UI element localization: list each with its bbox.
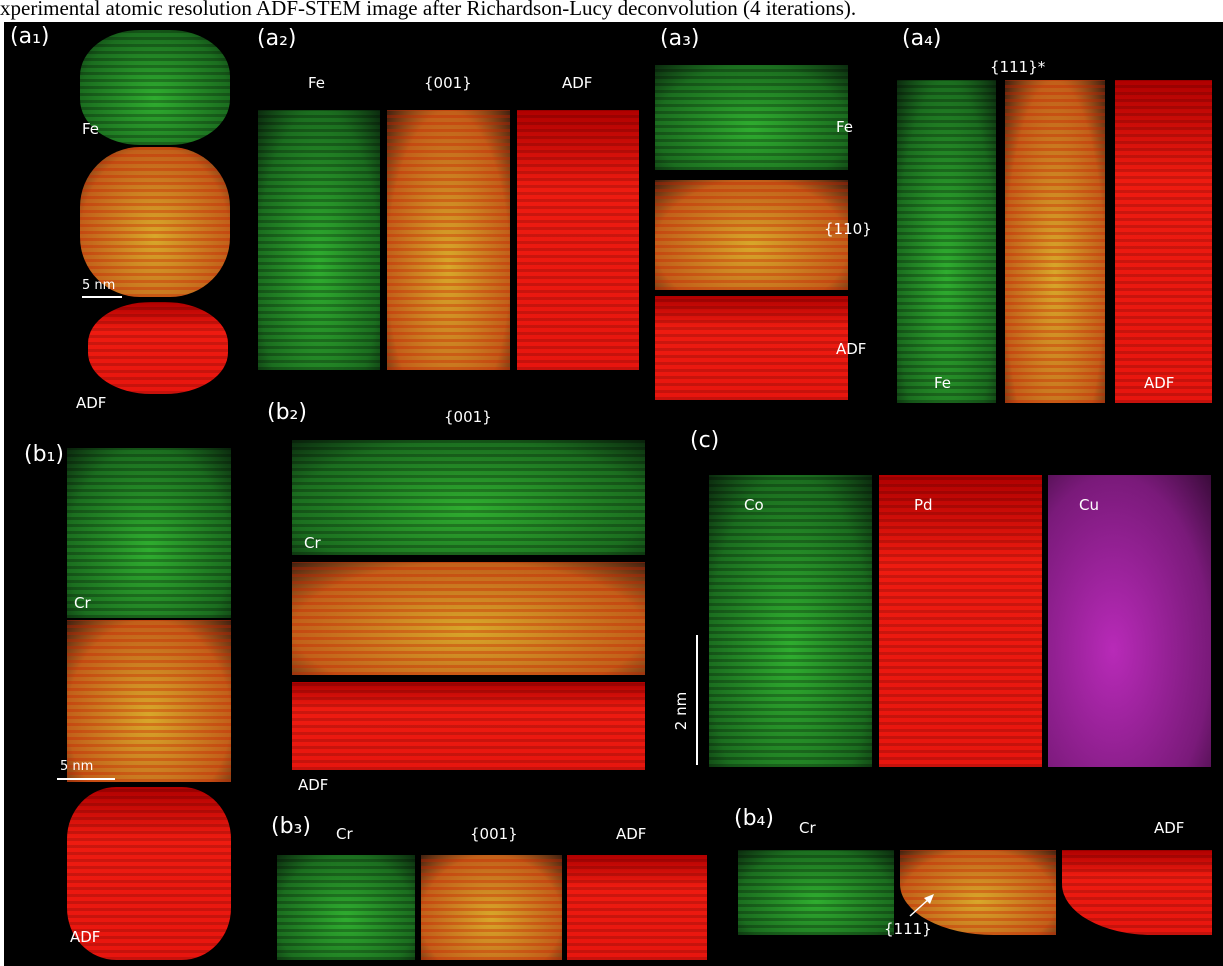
element-label: Co	[744, 496, 764, 514]
element-label: Fe	[82, 120, 99, 138]
scale-bar	[696, 635, 698, 765]
panel-label: (b₄)	[734, 806, 774, 831]
scale-label: 5 nm	[82, 278, 115, 293]
fe-map	[80, 30, 230, 145]
panel-label: (a₁)	[10, 24, 49, 49]
overlay-map	[292, 562, 645, 675]
pd-map	[879, 475, 1042, 767]
caption: xperimental atomic resolution ADF-STEM i…	[0, 0, 856, 21]
element-label: Fe	[836, 118, 853, 136]
panel-label: (a₂)	[257, 26, 296, 51]
page-body: xperimental atomic resolution ADF-STEM i…	[0, 0, 1223, 966]
overlay-map	[67, 620, 231, 782]
scale-bar	[57, 778, 115, 780]
adf-label: ADF	[298, 776, 328, 794]
cr-map	[67, 448, 231, 618]
cr-map	[277, 855, 415, 960]
scale-label: 5 nm	[60, 759, 93, 774]
scale-bar	[82, 296, 122, 298]
adf-label: ADF	[1144, 374, 1174, 392]
co-map	[709, 475, 872, 767]
element-label: Cr	[304, 534, 321, 552]
adf-label: ADF	[836, 340, 866, 358]
element-label: Cu	[1079, 496, 1099, 514]
element-label: Pd	[914, 496, 933, 514]
fe-map	[655, 65, 848, 170]
scale-label: 2 nm	[672, 692, 690, 730]
adf-label: ADF	[70, 928, 100, 946]
overlay-map	[80, 147, 230, 297]
figure: (a₁) Fe 5 nm ADF (a₂) Fe {001} ADF (a₃) …	[4, 22, 1223, 966]
cr-map	[738, 850, 894, 935]
element-label: Cr	[74, 594, 91, 612]
fe-map	[897, 80, 996, 403]
facet-label: {001}	[470, 825, 518, 843]
facet-label: {111}*	[990, 58, 1045, 76]
overlay-map	[421, 855, 562, 960]
adf-image	[1115, 80, 1212, 403]
element-label: Cr	[336, 825, 353, 843]
facet-label: {001}	[444, 408, 492, 426]
arrow	[904, 890, 944, 920]
panel-label: (a₃)	[660, 26, 699, 51]
adf-image	[567, 855, 707, 960]
facet-label: {111}	[884, 920, 932, 938]
overlay-map	[1005, 80, 1105, 403]
adf-image	[1062, 850, 1212, 935]
element-label: Fe	[934, 374, 951, 392]
adf-image	[292, 682, 645, 770]
cu-map	[1048, 475, 1211, 767]
panel-label: (c)	[690, 428, 719, 453]
adf-label: ADF	[562, 74, 592, 92]
adf-image	[517, 110, 639, 370]
panel-label: (a₄)	[902, 26, 941, 51]
panel-label: (b₂)	[267, 400, 307, 425]
overlay-map	[655, 180, 848, 290]
adf-label: ADF	[76, 394, 106, 412]
adf-label: ADF	[1154, 819, 1184, 837]
facet-label: {001}	[424, 74, 472, 92]
facet-label: {110}	[824, 220, 872, 238]
panel-label: (b₃)	[271, 814, 311, 839]
adf-image	[88, 302, 228, 394]
element-label: Cr	[799, 819, 816, 837]
adf-label: ADF	[616, 825, 646, 843]
overlay-map	[387, 110, 510, 370]
cr-map	[292, 440, 645, 555]
adf-image	[655, 296, 848, 400]
element-label: Fe	[308, 74, 325, 92]
page: {"caption": "xperimental atomic resoluti…	[0, 0, 1223, 966]
panel-label: (b₁)	[24, 442, 64, 467]
fe-map	[258, 110, 380, 370]
